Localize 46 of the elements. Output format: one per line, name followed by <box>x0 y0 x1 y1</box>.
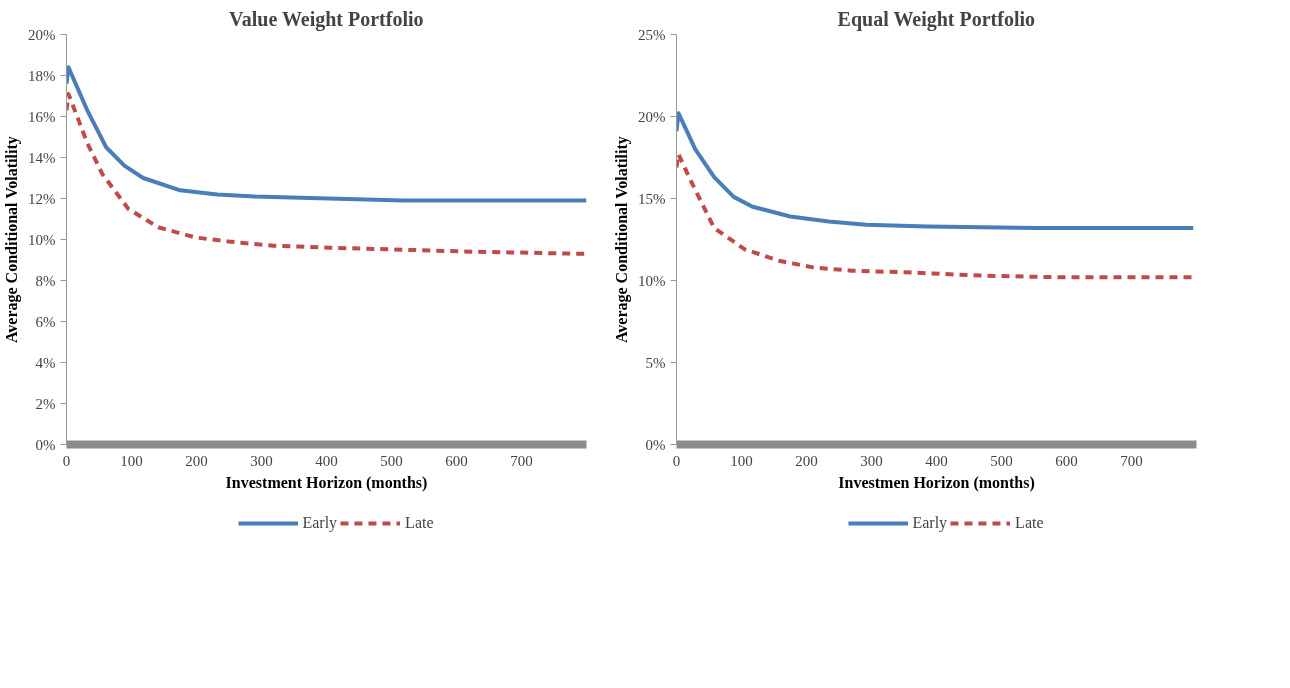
x-tick-label: 400 <box>315 452 338 469</box>
y-tick-label: 4% <box>35 354 56 371</box>
y-tick-label: 18% <box>28 67 56 84</box>
x-tick-label: 300 <box>860 452 883 469</box>
x-tick-label: 600 <box>1055 452 1078 469</box>
x-tick-label: 500 <box>990 452 1013 469</box>
x-tick-label: 0 <box>62 452 71 469</box>
x-tick-label: 500 <box>380 452 403 469</box>
x-tick-label: 400 <box>925 452 948 469</box>
y-tick-label: 20% <box>638 108 666 125</box>
y-tick-label: 6% <box>35 313 56 330</box>
x-tick-label: 200 <box>795 452 818 469</box>
line-series <box>66 91 587 256</box>
y-tick-label: 10% <box>28 231 56 248</box>
legend-label: Early <box>302 514 338 532</box>
y-axis-title: Average Conditional Volatility <box>3 136 21 344</box>
y-tick-label: 20% <box>28 26 56 43</box>
y-tick-label: 14% <box>28 149 56 166</box>
x-tick-label: 100 <box>120 452 143 469</box>
legend-label: Late <box>405 514 434 532</box>
x-tick-label: 700 <box>510 452 533 469</box>
x-axis-title: Investment Horizon (months) <box>225 473 428 492</box>
x-tick-label: 200 <box>185 452 208 469</box>
x-tick-label: 700 <box>1120 452 1143 469</box>
chart-title: Value Weight Portfolio <box>229 7 424 31</box>
y-tick-label: 12% <box>28 190 56 207</box>
x-tick-label: 0 <box>672 452 681 469</box>
y-tick-label: 15% <box>638 190 666 207</box>
y-tick-label: 16% <box>28 108 56 125</box>
y-tick-label: 25% <box>638 26 666 43</box>
y-tick-label: 0% <box>645 436 666 453</box>
x-axis-title: Investmen Horizon (months) <box>838 473 1035 492</box>
x-tick-label: 600 <box>445 452 468 469</box>
y-tick-label: 5% <box>645 354 666 371</box>
y-tick-label: 8% <box>35 272 56 289</box>
x-tick-label: 100 <box>730 452 753 469</box>
line-series <box>676 111 1196 231</box>
legend-label: Late <box>1015 514 1044 532</box>
y-tick-label: 0% <box>35 436 56 453</box>
legend-label: Early <box>912 514 948 532</box>
line-series <box>66 65 587 203</box>
y-tick-label: 2% <box>35 395 56 412</box>
y-axis-title: Average Conditional Volatility <box>613 136 631 344</box>
chart-title: Equal Weight Portfolio <box>837 7 1036 31</box>
y-tick-label: 10% <box>638 272 666 289</box>
x-tick-label: 300 <box>250 452 273 469</box>
